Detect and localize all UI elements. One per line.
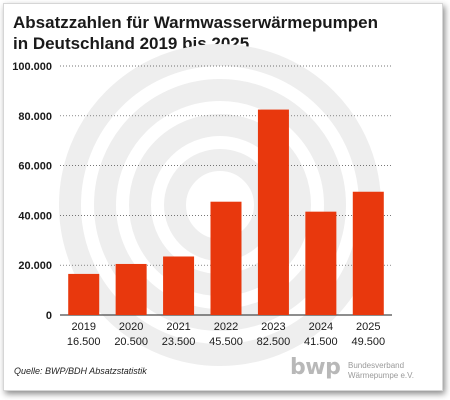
chart-title: Absatzzahlen für Warmwasserwärmepumpen i… <box>13 12 433 54</box>
value-label-6: 49.500 <box>351 336 385 348</box>
y-tick-label-3: 60.000 <box>18 161 52 173</box>
y-tick-label-4: 80.000 <box>18 111 52 123</box>
bwp-logo: bwp Bundesverband Wärmepumpe e.V. <box>290 355 430 385</box>
bar-2024 <box>305 211 337 315</box>
bar-2025 <box>352 191 384 315</box>
bar-2023 <box>257 109 289 315</box>
bar-2020 <box>115 263 147 315</box>
value-label-1: 20.500 <box>114 336 148 348</box>
x-category-label-5: 2024 <box>309 321 333 333</box>
value-label-2: 23.500 <box>162 336 196 348</box>
y-tick-label-1: 20.000 <box>18 260 52 272</box>
value-label-0: 16.500 <box>67 336 101 348</box>
value-label-4: 82.500 <box>257 336 291 348</box>
source-note: Quelle: BWP/BDH Absatzstatistik <box>14 366 147 376</box>
value-label-3: 45.500 <box>209 336 243 348</box>
bwp-logo-line-1: Bundesverband <box>348 361 405 370</box>
y-axis-ticks: 0 20.000 40.000 60.000 80.000 100.000 <box>12 61 52 322</box>
x-category-label-0: 2019 <box>71 321 95 333</box>
bar-2021 <box>163 256 195 315</box>
bwp-logo-line-2: Wärmepumpe e.V. <box>348 371 414 380</box>
bars <box>68 109 384 315</box>
value-label-5: 41.500 <box>304 336 338 348</box>
x-category-label-3: 2022 <box>214 321 238 333</box>
y-tick-label-5: 100.000 <box>12 61 52 73</box>
x-axis-labels: 2019 16.500 2020 20.500 2021 23.500 2022 45.500… <box>67 321 385 348</box>
y-tick-label-2: 40.000 <box>18 210 52 222</box>
bwp-logo-mark: bwp <box>290 355 341 380</box>
watermark-ring-2 <box>94 79 346 331</box>
x-category-label-4: 2023 <box>261 321 285 333</box>
bar-2022 <box>210 201 242 315</box>
x-category-label-2: 2021 <box>166 321 190 333</box>
x-category-label-1: 2020 <box>119 321 143 333</box>
y-tick-label-0: 0 <box>46 310 52 322</box>
bar-2019 <box>68 273 100 315</box>
chart-title-line-1: Absatzzahlen für Warmwasserwärmepumpen <box>13 13 378 32</box>
x-category-label-6: 2025 <box>356 321 380 333</box>
